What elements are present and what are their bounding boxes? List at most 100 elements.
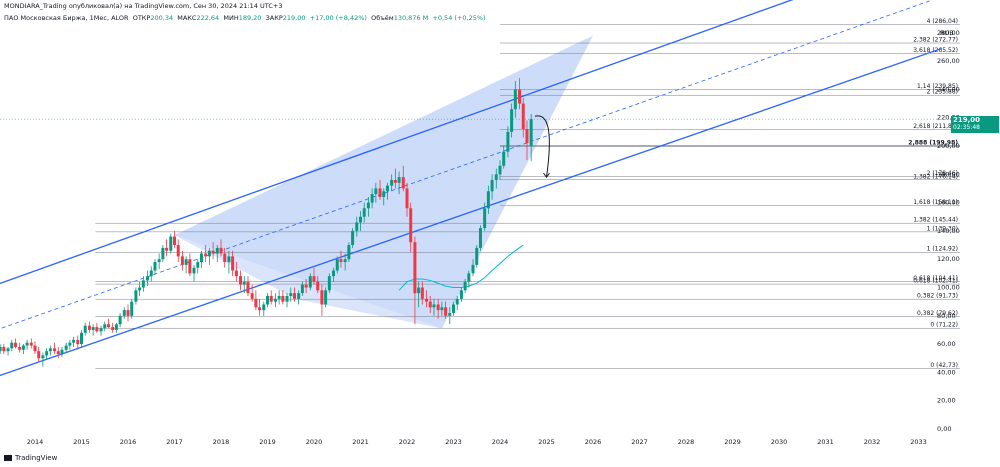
candle-body <box>525 129 529 144</box>
fib-label: 2,382 (272,77) <box>913 37 958 44</box>
fib-label: 0,382 (91,73) <box>917 293 958 300</box>
last-price-tag: 219,00 02:35:48 <box>951 116 999 133</box>
candle-body <box>339 259 343 263</box>
candle-body <box>417 287 421 294</box>
time-tick-label: 2030 <box>771 438 788 446</box>
candle-body <box>494 174 498 180</box>
candle-body <box>254 298 258 308</box>
candle-body <box>173 236 176 246</box>
price-tick-label: 40,00 <box>937 368 956 376</box>
time-tick-label: 2015 <box>73 438 90 446</box>
candle-body <box>266 295 269 305</box>
candle-body <box>227 256 231 263</box>
candle-body <box>29 342 33 346</box>
projection-arrow[interactable] <box>534 115 550 178</box>
fib-label: 0,618 (102,41) <box>913 278 958 285</box>
candle-body <box>436 304 440 311</box>
price-axis[interactable]: 0,00 20,00 40,00 60,00 80,00 100,00 120,00 140,… <box>0 29 960 433</box>
fib-label: 0,618 (104,41) <box>913 275 958 282</box>
fib-label: 1,382 (145,44) <box>913 217 958 224</box>
candle-body <box>452 304 455 313</box>
candle-body <box>393 179 397 183</box>
candle-body <box>2 346 6 352</box>
candle-body <box>196 262 200 268</box>
candle-body <box>80 332 83 345</box>
fib-label: 0,382 (79,62) <box>917 310 958 317</box>
candle-body <box>285 295 289 302</box>
fib-label: 1,14 (239,85) <box>917 83 958 90</box>
candle-body <box>359 216 362 223</box>
candle-body <box>234 270 238 277</box>
candle-body <box>448 312 452 316</box>
candle-body <box>390 179 394 186</box>
volume-value: 130,876 M <box>393 14 429 22</box>
brand-name: TradingView <box>15 454 58 462</box>
candle-body <box>513 89 517 110</box>
candle-body <box>478 228 482 248</box>
arrow-curve <box>534 115 550 178</box>
price-tick-label: 160,00 <box>937 199 960 207</box>
candle-body <box>180 256 184 265</box>
close-value: 219,00 <box>282 14 306 22</box>
candle-body <box>211 250 215 254</box>
candle-body <box>475 247 479 265</box>
time-tick-label: 2018 <box>213 438 230 446</box>
candle-body <box>258 307 262 311</box>
open-label: ОТКР <box>132 14 151 22</box>
candle-body <box>215 247 219 254</box>
price-tick-label: 180,00 <box>937 170 960 178</box>
candle-body <box>405 188 409 209</box>
candle-body <box>490 179 494 192</box>
symbol-info: ПАО Московская Биржа, 1Мес, ALOR ОТКР200… <box>4 14 486 22</box>
candle-body <box>273 298 277 302</box>
candle-body <box>176 245 180 257</box>
candle-body <box>199 253 203 263</box>
candle-body <box>455 298 459 305</box>
time-tick-label: 2026 <box>585 438 602 446</box>
fib-label: 0 (42,73) <box>930 362 958 369</box>
candle-body <box>45 351 49 356</box>
candle-body <box>444 307 448 316</box>
candle-body <box>188 259 192 274</box>
candle-body <box>362 208 366 217</box>
candle-body <box>134 290 138 302</box>
candle-body <box>374 188 378 195</box>
candle-body <box>72 339 76 343</box>
change-value: +17,00 (+8,42%) <box>309 14 367 22</box>
candle-body <box>327 276 331 291</box>
price-tick-label: 20,00 <box>937 397 956 405</box>
candle-body <box>413 242 417 294</box>
candle-body <box>239 276 243 285</box>
time-tick-label: 2032 <box>864 438 881 446</box>
tradingview-logo[interactable]: TradingView <box>4 454 57 462</box>
time-tick-label: 2024 <box>492 438 509 446</box>
candle-body <box>48 348 52 352</box>
candle-body <box>219 247 223 254</box>
open-value: 200,34 <box>150 14 174 22</box>
candle-body <box>262 304 266 311</box>
close-label: ЗАКР <box>265 14 283 22</box>
fib-label: 2 (235,88) <box>927 89 958 96</box>
candle-body <box>316 281 320 291</box>
candle-body <box>60 349 64 355</box>
candle-body <box>114 324 118 330</box>
time-tick-label: 2023 <box>445 438 462 446</box>
price-tick-label: 80,00 <box>937 312 956 320</box>
candle-body <box>428 301 432 308</box>
candle-body <box>18 346 22 350</box>
fib-label: 2 (178,46) <box>927 170 958 177</box>
bar-countdown: 02:35:48 <box>953 124 980 131</box>
candle-body <box>269 295 273 302</box>
candle-body <box>13 342 17 347</box>
high-value: 222,64 <box>196 14 220 22</box>
price-tick-label: 60,00 <box>937 340 956 348</box>
candle-body <box>409 208 413 243</box>
fib-label: 1,618 (158,11) <box>913 199 958 206</box>
candle-body <box>122 310 126 316</box>
candle-body <box>41 355 45 359</box>
time-axis[interactable]: 2014 2015 2016 2017 2018 2019 2020 2021 2022 2023… <box>27 438 927 446</box>
candle-body <box>169 236 173 251</box>
candle-body <box>502 151 506 166</box>
fib-label: 0 (71,22) <box>930 322 958 329</box>
